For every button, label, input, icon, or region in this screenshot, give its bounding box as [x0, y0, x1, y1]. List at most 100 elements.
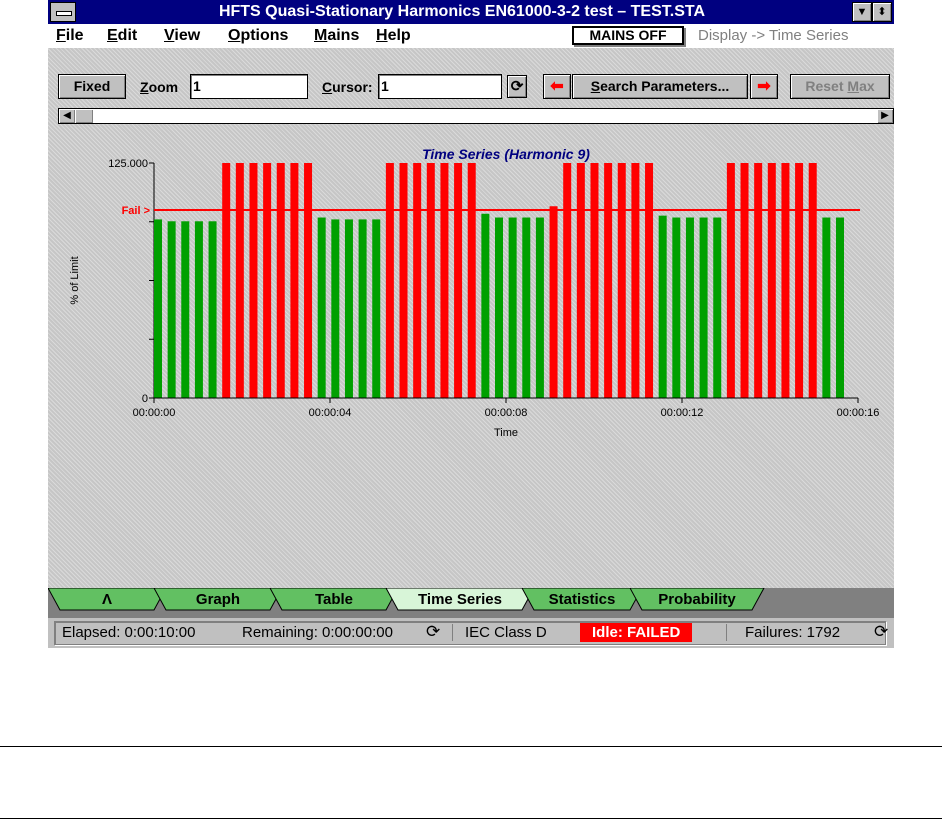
- failures-count: Failures: 1792: [726, 624, 840, 641]
- bar: [290, 163, 299, 398]
- search-parameters-button[interactable]: Search Parameters...: [572, 74, 748, 99]
- zoom-input[interactable]: 1: [190, 74, 308, 99]
- application-window: HFTS Quasi-Stationary Harmonics EN61000-…: [48, 0, 894, 648]
- client-area: Fixed Zoom 1 Cursor: 1 ⟳ ⬅ Search Parame…: [48, 48, 894, 588]
- restore-button[interactable]: ⬍: [872, 2, 892, 22]
- minimize-button[interactable]: ▼: [852, 2, 872, 22]
- tab-shape[interactable]: [629, 588, 765, 611]
- scroll-thumb[interactable]: [75, 109, 93, 123]
- tab-probability[interactable]: Probability: [629, 588, 765, 611]
- bar: [822, 217, 831, 398]
- reset-max-button[interactable]: Reset Max: [790, 74, 890, 99]
- bar: [385, 163, 394, 398]
- bar: [726, 163, 735, 398]
- bar: [454, 163, 463, 398]
- x-tick-label: 00:00:04: [309, 407, 352, 419]
- tab-table[interactable]: Table: [269, 588, 399, 611]
- time-series-chart: Time Series (Harmonic 9) 125.000 0 % of Lim…: [69, 146, 880, 439]
- cursor-input[interactable]: 1: [378, 74, 502, 99]
- bar: [645, 163, 654, 398]
- bar: [495, 217, 503, 398]
- bar: [808, 163, 817, 398]
- bar: [631, 163, 640, 398]
- bar: [413, 163, 422, 398]
- tab-shape[interactable]: [521, 588, 643, 611]
- tab-label[interactable]: Λ: [102, 591, 112, 608]
- remaining-refresh-icon[interactable]: ⟳: [426, 622, 441, 641]
- bar: [767, 163, 776, 398]
- next-arrow-icon[interactable]: ➡: [750, 74, 778, 99]
- status-frame: [54, 621, 886, 645]
- bar: [549, 206, 558, 398]
- tab-label[interactable]: Graph: [196, 591, 240, 608]
- fail-limit-label: Fail >: [122, 205, 150, 217]
- bar: [590, 163, 599, 398]
- scroll-left-arrow-icon[interactable]: ◀: [59, 109, 75, 123]
- bar: [508, 217, 517, 398]
- mains-status-indicator[interactable]: MAINS OFF: [572, 26, 684, 45]
- y-tick-label: 0: [142, 393, 148, 405]
- bar: [685, 217, 694, 398]
- tab-shape[interactable]: [269, 588, 399, 611]
- bar: [194, 221, 203, 398]
- tab-label[interactable]: Table: [315, 591, 353, 608]
- x-tick-label: 00:00:08: [485, 407, 528, 419]
- scroll-right-arrow-icon[interactable]: ▶: [877, 109, 893, 123]
- bar: [795, 163, 804, 398]
- x-axis-label: Time: [494, 427, 518, 439]
- tab-time-series[interactable]: Time Series: [385, 588, 535, 611]
- tab-first[interactable]: Λ: [48, 588, 167, 611]
- tab-graph[interactable]: Graph: [153, 588, 283, 611]
- bar: [399, 163, 408, 398]
- bar: [481, 213, 490, 398]
- menu-options[interactable]: Options: [228, 27, 289, 44]
- tab-shape[interactable]: [153, 588, 283, 611]
- remaining-time: Remaining: 0:00:00:00: [242, 624, 393, 641]
- title-bar: HFTS Quasi-Stationary Harmonics EN61000-…: [48, 0, 894, 24]
- y-axis-label: % of Limit: [69, 256, 81, 304]
- refresh-icon[interactable]: ⟳: [507, 75, 527, 98]
- system-menu-button[interactable]: [50, 2, 76, 22]
- tab-shape[interactable]: [385, 588, 535, 611]
- bar: [535, 217, 544, 398]
- window-title: HFTS Quasi-Stationary Harmonics EN61000-…: [218, 3, 706, 20]
- bar: [317, 217, 326, 398]
- bar: [576, 163, 585, 398]
- menu-view[interactable]: View: [164, 27, 201, 44]
- bar: [740, 163, 749, 398]
- x-tick-label: 00:00:00: [133, 407, 176, 419]
- previous-arrow-icon[interactable]: ⬅: [543, 74, 571, 99]
- test-state-badge: Idle: FAILED: [580, 623, 693, 642]
- display-mode-label: Display -> Time Series: [698, 27, 849, 44]
- bar: [604, 163, 613, 398]
- menu-mains[interactable]: Mains: [314, 27, 360, 44]
- fixed-button[interactable]: Fixed: [58, 74, 126, 99]
- bar: [754, 163, 763, 398]
- tab-label[interactable]: Probability: [658, 591, 736, 608]
- bar: [181, 221, 190, 398]
- tab-label[interactable]: Time Series: [418, 591, 502, 608]
- tab-statistics[interactable]: Statistics: [521, 588, 643, 611]
- chart-title: Time Series (Harmonic 9): [422, 146, 590, 162]
- bar: [563, 163, 572, 398]
- x-tick-label: 00:00:16: [837, 407, 880, 419]
- bar: [699, 217, 708, 398]
- menu-help[interactable]: Help: [376, 27, 411, 44]
- tab-shape[interactable]: [48, 588, 167, 611]
- bar: [304, 163, 313, 398]
- bar: [836, 217, 844, 398]
- iec-class: IEC Class D: [452, 624, 547, 641]
- tab-label[interactable]: Statistics: [549, 591, 616, 608]
- bar: [713, 217, 722, 398]
- bar: [522, 217, 531, 398]
- bar: [235, 163, 244, 398]
- cursor-label: Cursor:: [322, 79, 373, 95]
- menu-edit[interactable]: Edit: [107, 27, 138, 44]
- bar: [426, 163, 435, 398]
- failures-refresh-icon[interactable]: ⟳: [874, 622, 889, 641]
- bar: [467, 163, 476, 398]
- menu-file[interactable]: File: [56, 27, 84, 44]
- bar: [263, 163, 272, 398]
- horizontal-scrollbar[interactable]: ◀ ▶: [58, 108, 894, 124]
- elapsed-time: Elapsed: 0:00:10:00: [62, 624, 196, 641]
